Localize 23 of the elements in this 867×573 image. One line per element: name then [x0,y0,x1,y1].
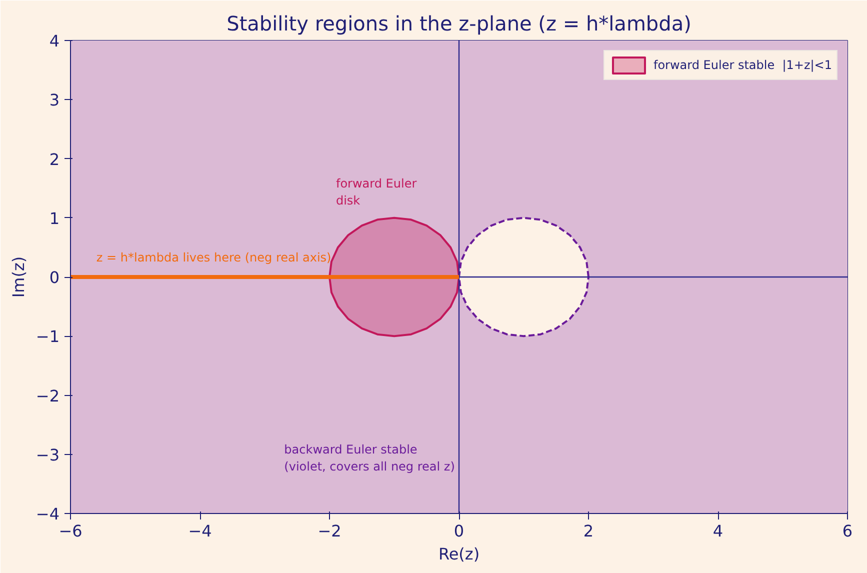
y-axis-title: Im(z) [8,256,28,298]
y-tick-label: −3 [36,445,60,464]
y-tick-label: 1 [49,208,60,228]
x-tick-label: 0 [454,522,464,540]
x-tick-label: 6 [842,522,853,540]
x-tick-label: −6 [58,522,82,540]
y-tick-label: −4 [36,504,60,524]
annotation: forward Euler disk [336,176,417,208]
y-tick-label: 0 [49,268,60,287]
y-tick-label: −2 [36,386,60,406]
chart-title: Stability regions in the z-plane (z = h*lambda) [226,12,692,36]
x-tick-label: −2 [318,522,342,540]
legend-label: forward Euler stable |1+z|<1 [653,58,832,72]
y-tick-label: 3 [49,90,60,110]
y-tick-label: −1 [36,327,60,346]
y-tick-label: 4 [49,32,60,50]
annotation: backward Euler stable (violet, covers all neg real z) [284,442,455,474]
x-tick-label: 4 [712,522,724,540]
x-axis-title: Re(z) [438,544,480,564]
y-tick-label: 2 [49,150,60,169]
x-tick-label: −4 [188,522,212,540]
x-tick-label: 2 [583,522,594,540]
annotation: z = h*lambda lives here (neg real axis) [96,250,332,264]
